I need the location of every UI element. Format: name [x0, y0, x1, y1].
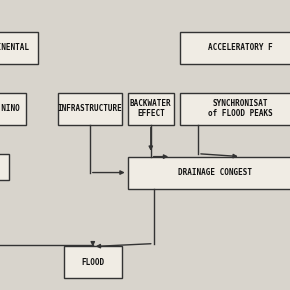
- Bar: [58, 93, 122, 125]
- Text: ACCELERATORY F: ACCELERATORY F: [208, 43, 273, 52]
- Text: DRAINAGE CONGEST: DRAINAGE CONGEST: [177, 168, 252, 177]
- Bar: [128, 93, 174, 125]
- Bar: [180, 32, 290, 64]
- Bar: [0, 32, 38, 64]
- Bar: [0, 93, 26, 125]
- Bar: [64, 246, 122, 278]
- Text: FLOOD: FLOOD: [81, 258, 104, 267]
- Text: BACKWATER
EFFECT: BACKWATER EFFECT: [130, 99, 172, 118]
- Text: TINENTAL: TINENTAL: [0, 43, 30, 52]
- Text: L NINO: L NINO: [0, 104, 20, 113]
- Bar: [128, 157, 290, 189]
- Bar: [180, 93, 290, 125]
- Bar: [0, 154, 9, 180]
- Text: SYNCHRONISAT
of FLOOD PEAKS: SYNCHRONISAT of FLOOD PEAKS: [208, 99, 273, 118]
- Text: INFRASTRUCTURE: INFRASTRUCTURE: [57, 104, 122, 113]
